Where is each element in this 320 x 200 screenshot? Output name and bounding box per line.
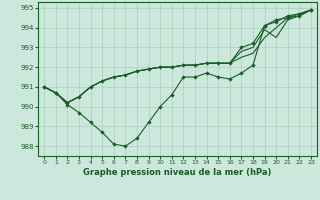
X-axis label: Graphe pression niveau de la mer (hPa): Graphe pression niveau de la mer (hPa) [84,168,272,177]
